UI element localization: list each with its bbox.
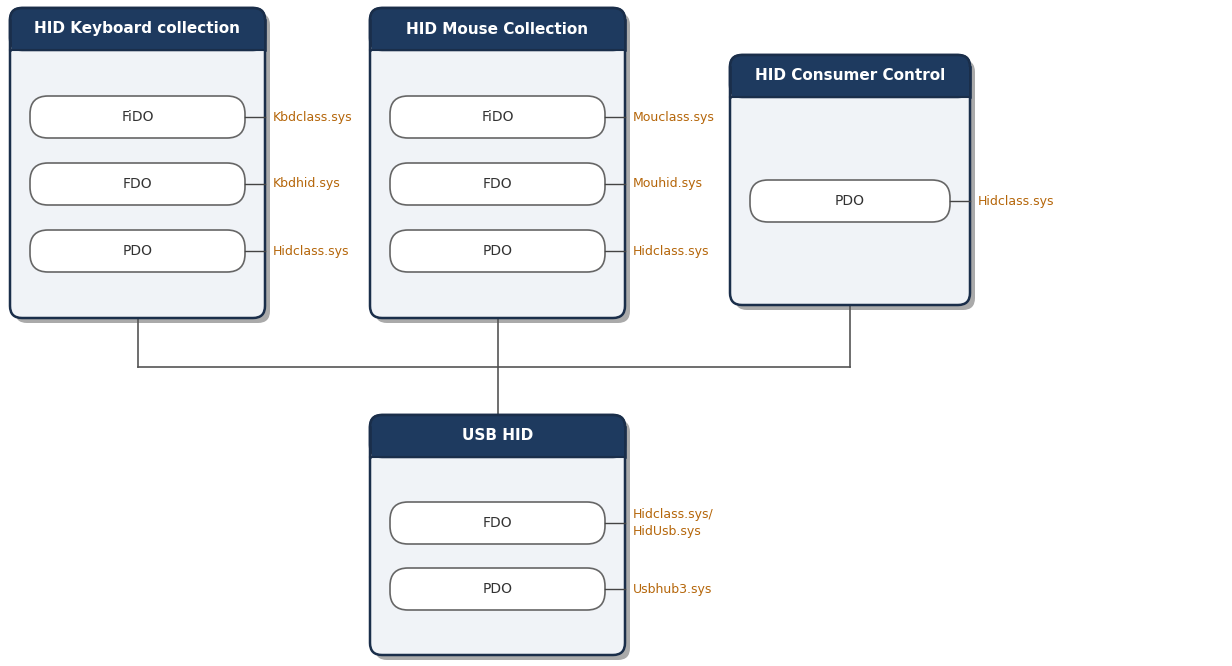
Bar bbox=[11, 20, 264, 50]
Text: HidUsb.sys: HidUsb.sys bbox=[633, 525, 702, 538]
Bar bbox=[372, 20, 623, 50]
Text: HID Mouse Collection: HID Mouse Collection bbox=[407, 21, 589, 37]
FancyBboxPatch shape bbox=[15, 13, 270, 323]
FancyBboxPatch shape bbox=[30, 163, 245, 205]
FancyBboxPatch shape bbox=[375, 420, 630, 660]
Text: Usbhub3.sys: Usbhub3.sys bbox=[633, 583, 712, 595]
FancyBboxPatch shape bbox=[30, 230, 245, 272]
FancyBboxPatch shape bbox=[736, 60, 975, 310]
FancyBboxPatch shape bbox=[391, 502, 605, 544]
FancyBboxPatch shape bbox=[10, 8, 265, 50]
FancyBboxPatch shape bbox=[10, 8, 265, 318]
Text: FDO: FDO bbox=[483, 516, 513, 530]
FancyBboxPatch shape bbox=[731, 55, 970, 97]
Text: Mouhid.sys: Mouhid.sys bbox=[633, 178, 703, 190]
Text: PDO: PDO bbox=[835, 194, 865, 208]
FancyBboxPatch shape bbox=[30, 96, 245, 138]
FancyBboxPatch shape bbox=[391, 96, 605, 138]
Text: FDO: FDO bbox=[483, 177, 513, 191]
Text: Hidclass.sys: Hidclass.sys bbox=[274, 244, 350, 258]
Text: Kbdhid.sys: Kbdhid.sys bbox=[274, 178, 341, 190]
Text: Hidclass.sys: Hidclass.sys bbox=[978, 194, 1055, 208]
Text: FiDO: FiDO bbox=[121, 110, 154, 124]
Text: Hidclass.sys: Hidclass.sys bbox=[633, 244, 710, 258]
FancyBboxPatch shape bbox=[391, 230, 605, 272]
FancyBboxPatch shape bbox=[370, 8, 625, 318]
Text: Kbdclass.sys: Kbdclass.sys bbox=[274, 111, 352, 123]
Text: FiDO: FiDO bbox=[482, 110, 514, 124]
Text: Hidclass.sys/: Hidclass.sys/ bbox=[633, 508, 713, 521]
Text: PDO: PDO bbox=[122, 244, 153, 258]
FancyBboxPatch shape bbox=[391, 568, 605, 610]
Text: HID Keyboard collection: HID Keyboard collection bbox=[34, 21, 240, 37]
Text: PDO: PDO bbox=[483, 244, 513, 258]
Text: Mouclass.sys: Mouclass.sys bbox=[633, 111, 715, 123]
FancyBboxPatch shape bbox=[391, 163, 605, 205]
FancyBboxPatch shape bbox=[750, 180, 950, 222]
Bar bbox=[732, 67, 968, 97]
FancyBboxPatch shape bbox=[375, 13, 630, 323]
Text: PDO: PDO bbox=[483, 582, 513, 596]
Bar bbox=[372, 427, 623, 457]
FancyBboxPatch shape bbox=[370, 8, 625, 50]
Text: USB HID: USB HID bbox=[462, 428, 533, 444]
FancyBboxPatch shape bbox=[731, 55, 970, 305]
FancyBboxPatch shape bbox=[370, 415, 625, 655]
Text: FDO: FDO bbox=[123, 177, 153, 191]
Text: HID Consumer Control: HID Consumer Control bbox=[755, 69, 945, 83]
FancyBboxPatch shape bbox=[370, 415, 625, 457]
